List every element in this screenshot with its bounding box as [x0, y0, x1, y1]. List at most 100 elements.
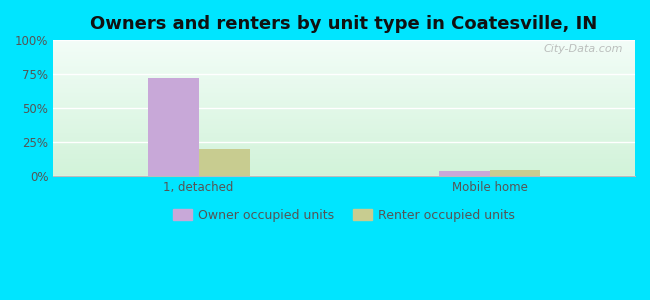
Bar [53, 152, 635, 153]
Bar [53, 166, 635, 167]
Bar [53, 101, 635, 102]
Bar [53, 172, 635, 173]
Bar [53, 154, 635, 155]
Bar [53, 93, 635, 94]
Bar [53, 55, 635, 56]
Bar [53, 61, 635, 62]
Bar [53, 156, 635, 157]
Bar [199, 149, 250, 176]
Bar [53, 54, 635, 55]
Bar [53, 91, 635, 92]
Bar [53, 164, 635, 165]
Bar [53, 169, 635, 170]
Bar [53, 140, 635, 141]
Bar [53, 84, 635, 85]
Bar [53, 171, 635, 172]
Bar [53, 104, 635, 105]
Bar [53, 67, 635, 68]
Bar [53, 163, 635, 164]
Bar [53, 75, 635, 76]
Bar [53, 49, 635, 50]
Bar [53, 88, 635, 89]
Bar [53, 107, 635, 108]
Bar [53, 134, 635, 135]
Bar [53, 52, 635, 53]
Bar [53, 126, 635, 127]
Bar [53, 159, 635, 160]
Bar [53, 142, 635, 143]
Bar [53, 81, 635, 82]
Bar [53, 99, 635, 100]
Bar [53, 78, 635, 79]
Bar [53, 72, 635, 73]
Bar [53, 112, 635, 113]
Bar [53, 136, 635, 137]
Bar [53, 50, 635, 51]
Bar [53, 127, 635, 128]
Bar [53, 102, 635, 103]
Bar [53, 115, 635, 116]
Bar [53, 80, 635, 81]
Bar [148, 77, 199, 176]
Bar [53, 160, 635, 161]
Bar [53, 145, 635, 146]
Bar [53, 147, 635, 148]
Bar [53, 114, 635, 115]
Legend: Owner occupied units, Renter occupied units: Owner occupied units, Renter occupied un… [168, 204, 520, 227]
Bar [53, 86, 635, 87]
Bar [53, 144, 635, 145]
Bar [53, 131, 635, 132]
Bar [53, 129, 635, 130]
Bar [53, 119, 635, 120]
Bar [53, 71, 635, 72]
Bar [53, 90, 635, 91]
Bar [53, 92, 635, 93]
Bar [53, 135, 635, 136]
Bar [53, 105, 635, 106]
Bar [53, 57, 635, 58]
Bar [439, 172, 489, 176]
Bar [53, 111, 635, 112]
Bar [53, 87, 635, 88]
Bar [53, 89, 635, 90]
Bar [53, 53, 635, 54]
Bar [53, 133, 635, 134]
Bar [53, 118, 635, 119]
Bar [53, 138, 635, 139]
Bar [53, 173, 635, 174]
Bar [53, 116, 635, 117]
Bar [53, 45, 635, 46]
Bar [53, 47, 635, 48]
Bar [53, 157, 635, 158]
Bar [53, 46, 635, 47]
Bar [53, 41, 635, 42]
Bar [53, 66, 635, 67]
Bar [53, 85, 635, 86]
Bar [53, 128, 635, 129]
Bar [53, 42, 635, 43]
Bar [53, 69, 635, 70]
Bar [53, 95, 635, 96]
Bar [53, 151, 635, 152]
Bar [53, 162, 635, 163]
Bar [53, 97, 635, 98]
Bar [53, 68, 635, 69]
Bar [53, 77, 635, 78]
Bar [53, 70, 635, 71]
Bar [53, 76, 635, 77]
Bar [53, 96, 635, 97]
Bar [489, 170, 540, 176]
Bar [53, 161, 635, 162]
Bar [53, 118, 635, 119]
Bar [53, 141, 635, 142]
Bar [53, 158, 635, 159]
Text: City-Data.com: City-Data.com [544, 44, 623, 54]
Bar [53, 124, 635, 125]
Bar [53, 137, 635, 138]
Bar [53, 83, 635, 84]
Bar [53, 110, 635, 111]
Bar [53, 132, 635, 133]
Bar [53, 56, 635, 57]
Bar [53, 100, 635, 101]
Bar [53, 139, 635, 140]
